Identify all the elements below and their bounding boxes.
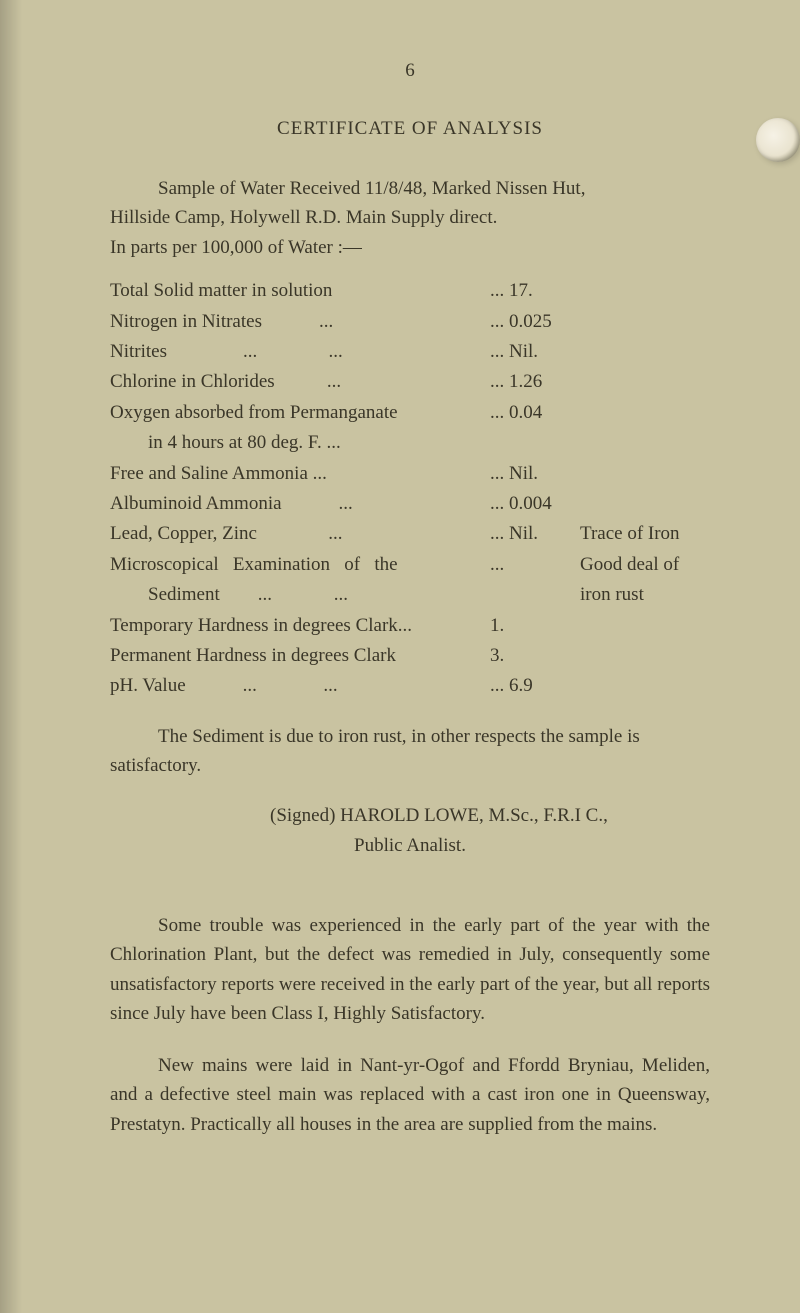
analysis-label: Nitrogen in Nitrates ... — [110, 307, 490, 337]
analysis-row: Oxygen absorbed from Permanganate in 4 h… — [110, 398, 710, 459]
analysis-value: ... Nil. — [490, 519, 580, 549]
analysis-extra — [580, 641, 710, 671]
analysis-row: Albuminoid Ammonia ...... 0.004 — [110, 489, 710, 519]
analysis-row: pH. Value ... ...... 6.9 — [110, 671, 710, 701]
analysis-label: Albuminoid Ammonia ... — [110, 489, 490, 519]
analysis-extra — [580, 459, 710, 489]
document-page: 6 CERTIFICATE OF ANALYSIS Sample of Wate… — [0, 0, 800, 1201]
analysis-value: ... 0.025 — [490, 307, 580, 337]
analysis-extra — [580, 611, 710, 641]
analysis-extra — [580, 337, 710, 367]
analysis-value: ... 6.9 — [490, 671, 580, 701]
analysis-row: Nitrites ... ...... Nil. — [110, 337, 710, 367]
analysis-label: Permanent Hardness in degrees Clark — [110, 641, 490, 671]
intro-line-3: In parts per 100,000 of Water :— — [110, 233, 710, 262]
analysis-label: Chlorine in Chlorides ... — [110, 367, 490, 397]
analysis-value: 1. — [490, 611, 580, 641]
certificate-title: CERTIFICATE OF ANALYSIS — [110, 118, 710, 140]
analysis-label: pH. Value ... ... — [110, 671, 490, 701]
analysis-extra — [580, 276, 710, 306]
intro-line-1: Sample of Water Received 11/8/48, Marked… — [110, 174, 710, 203]
analysis-label: Free and Saline Ammonia ... — [110, 459, 490, 489]
analysis-row: Free and Saline Ammonia ...... Nil. — [110, 459, 710, 489]
analysis-extra — [580, 367, 710, 397]
body-paragraph-2: New mains were laid in Nant-yr-Ogof and … — [110, 1051, 710, 1139]
intro-line-2: Hillside Camp, Holywell R.D. Main Supply… — [110, 203, 710, 232]
analysis-row: Lead, Copper, Zinc ...... Nil.Trace of I… — [110, 519, 710, 549]
analysis-label: Temporary Hardness in degrees Clark... — [110, 611, 490, 641]
signature-line: (Signed) HAROLD LOWE, M.Sc., F.R.I C., — [270, 801, 710, 831]
analysis-extra — [580, 671, 710, 701]
analysis-row: Nitrogen in Nitrates ...... 0.025 — [110, 307, 710, 337]
analysis-value: ... 0.04 — [490, 398, 580, 459]
analysis-table: Total Solid matter in solution... 17.Nit… — [110, 276, 710, 701]
analysis-value: ... 1.26 — [490, 367, 580, 397]
analysis-row: Temporary Hardness in degrees Clark...1. — [110, 611, 710, 641]
analysis-value: ... Nil. — [490, 459, 580, 489]
analysis-row: Microscopical Examination of the Sedimen… — [110, 550, 710, 611]
intro-block: Sample of Water Received 11/8/48, Marked… — [110, 174, 710, 262]
analysis-extra — [580, 398, 710, 459]
analysis-row: Total Solid matter in solution... 17. — [110, 276, 710, 306]
analysis-value: ... — [490, 550, 580, 611]
analysis-row: Permanent Hardness in degrees Clark3. — [110, 641, 710, 671]
analysis-row: Chlorine in Chlorides ...... 1.26 — [110, 367, 710, 397]
analysis-extra — [580, 307, 710, 337]
analysis-value: ... 17. — [490, 276, 580, 306]
conclusion-text: The Sediment is due to iron rust, in oth… — [110, 722, 710, 781]
analysis-extra: Good deal of iron rust — [580, 550, 710, 611]
analysis-extra: Trace of Iron — [580, 519, 710, 549]
analysis-label: Nitrites ... ... — [110, 337, 490, 367]
analysis-extra — [580, 489, 710, 519]
analysis-label: Lead, Copper, Zinc ... — [110, 519, 490, 549]
analysis-value: 3. — [490, 641, 580, 671]
analysis-label: Oxygen absorbed from Permanganate in 4 h… — [110, 398, 490, 459]
analysis-value: ... 0.004 — [490, 489, 580, 519]
analysis-label: Total Solid matter in solution — [110, 276, 490, 306]
analysis-value: ... Nil. — [490, 337, 580, 367]
public-analist: Public Analist. — [110, 835, 710, 857]
page-number: 6 — [110, 60, 710, 82]
analysis-label: Microscopical Examination of the Sedimen… — [110, 550, 490, 611]
body-paragraph-1: Some trouble was experienced in the earl… — [110, 911, 710, 1029]
